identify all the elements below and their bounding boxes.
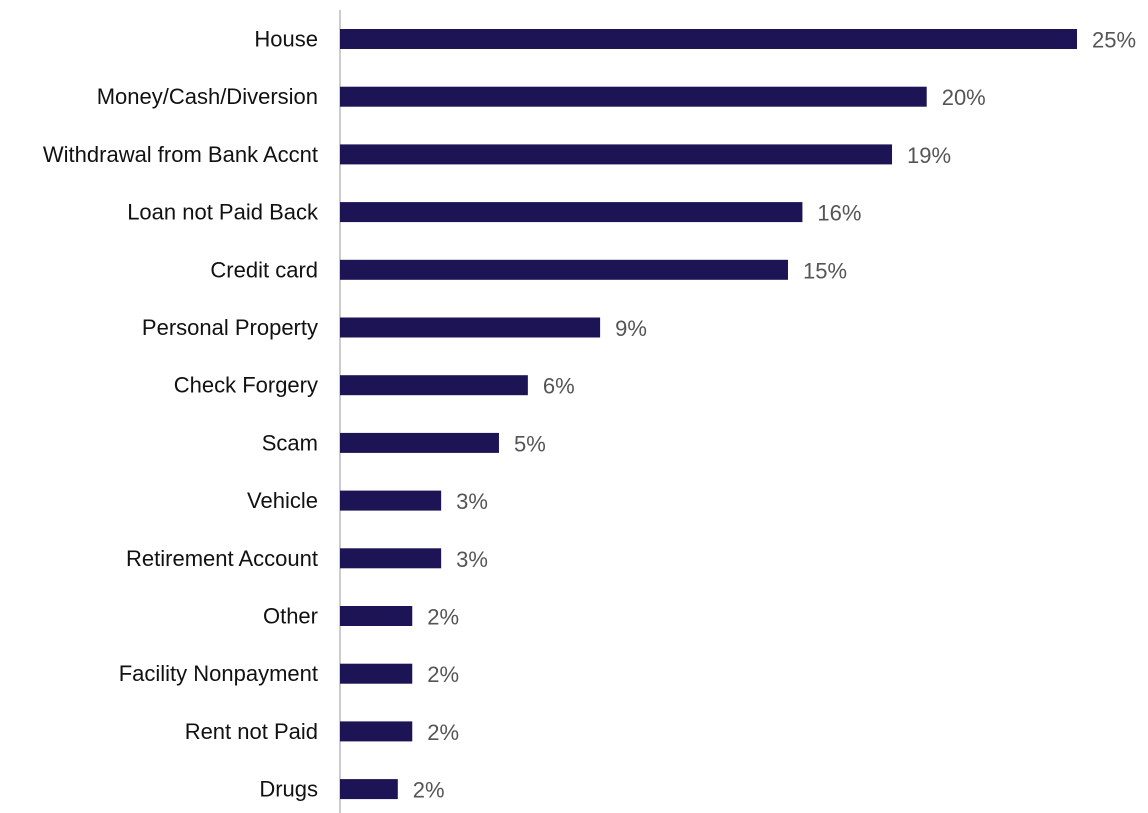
category-label: Loan not Paid Back xyxy=(127,200,319,225)
category-labels-group: House Money/Cash/Diversion Withdrawal from… xyxy=(43,27,319,802)
bar-6 xyxy=(340,375,528,396)
value-label: 9% xyxy=(615,316,647,341)
value-label: 2% xyxy=(427,662,459,687)
value-labels-group: 25% 20% 19% 16% 15% 9% 6% 5% 3% 3% 2% 2% 2% 2% xyxy=(413,28,1136,803)
category-label: Money/Cash/Diversion xyxy=(97,84,318,109)
value-label: 15% xyxy=(803,258,847,283)
bar-5 xyxy=(340,317,601,338)
category-label: Rent not Paid xyxy=(185,719,318,744)
bar-8 xyxy=(340,490,442,511)
value-label: 2% xyxy=(427,605,459,630)
bar-7 xyxy=(340,432,499,453)
bar-3 xyxy=(340,202,803,223)
category-label: Drugs xyxy=(259,777,318,802)
bar-10 xyxy=(340,606,413,626)
value-label: 6% xyxy=(543,374,575,399)
category-label: Check Forgery xyxy=(174,373,318,398)
category-label: Facility Nonpayment xyxy=(119,661,318,686)
value-label: 3% xyxy=(456,489,488,514)
value-label: 25% xyxy=(1092,28,1136,53)
value-label: 3% xyxy=(456,547,488,572)
bar-2 xyxy=(340,144,893,165)
value-label: 5% xyxy=(514,431,546,456)
bar-9 xyxy=(340,548,442,569)
bar-1 xyxy=(340,86,927,107)
category-label: Retirement Account xyxy=(126,546,318,571)
value-label: 20% xyxy=(942,85,986,110)
bar-11 xyxy=(340,663,413,684)
category-label: House xyxy=(254,27,318,52)
category-label: Credit card xyxy=(210,257,318,282)
category-label: Other xyxy=(263,604,318,629)
category-label: Personal Property xyxy=(142,315,318,340)
value-label: 16% xyxy=(817,201,861,226)
category-label: Withdrawal from Bank Accnt xyxy=(43,142,318,167)
category-label: Vehicle xyxy=(247,488,318,513)
bars-group xyxy=(340,29,1077,800)
bar-13 xyxy=(340,779,398,800)
value-label: 2% xyxy=(427,720,459,745)
bar-12 xyxy=(340,721,413,742)
bar-0 xyxy=(340,29,1077,49)
value-label: 2% xyxy=(413,778,445,803)
value-label: 19% xyxy=(907,143,951,168)
category-label: Scam xyxy=(262,430,318,455)
bar-4 xyxy=(340,259,788,280)
